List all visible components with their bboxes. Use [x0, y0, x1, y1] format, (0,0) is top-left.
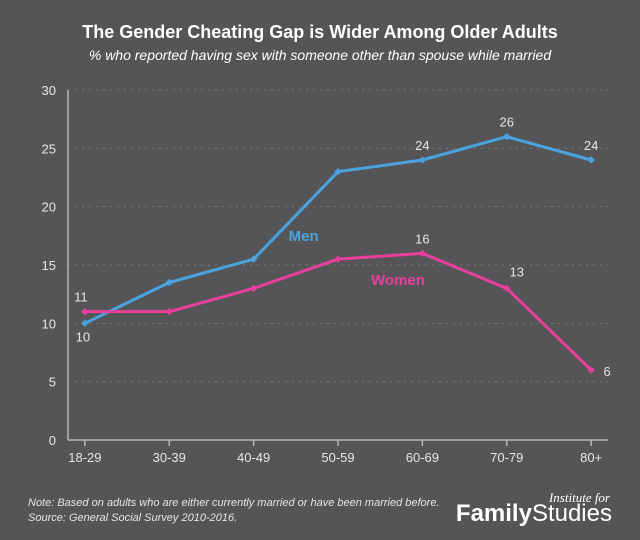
data-label: 26: [500, 115, 514, 130]
y-tick-label: 30: [42, 83, 56, 98]
y-tick-label: 10: [42, 316, 56, 331]
data-label: 24: [584, 138, 598, 153]
chart-plot: 0 5 10 15 20 25 30 18-29 30-39 40-49 50-59 60-69 70-…: [0, 0, 640, 540]
y-tick-label: 20: [42, 200, 56, 215]
note-line: Note: Based on adults who are either cur…: [28, 496, 440, 511]
source-notes: Note: Based on adults who are either cur…: [28, 496, 440, 526]
series-marker-women: [82, 309, 88, 315]
logo-light: Studies: [532, 500, 612, 527]
x-tick-label: 30-39: [153, 450, 186, 465]
x-tick-label: 70-79: [490, 450, 523, 465]
y-tick-label: 25: [42, 141, 56, 156]
data-label: 11: [74, 290, 88, 305]
note-line: Source: General Social Survey 2010-2016.: [28, 511, 440, 526]
y-tick-label: 15: [42, 258, 56, 273]
y-tick-label: 0: [49, 433, 56, 448]
series-label-men: Men: [289, 228, 319, 245]
data-label: 16: [415, 231, 429, 246]
data-label: 13: [510, 264, 524, 279]
x-tick-label: 18-29: [68, 450, 101, 465]
data-label: 10: [76, 329, 90, 344]
x-tick-label: 40-49: [237, 450, 270, 465]
chart-container: 0 5 10 15 20 25 30 18-29 30-39 40-49 50-59 60-69 70-…: [0, 0, 640, 540]
logo: Institute forFamilyStudies: [456, 491, 612, 526]
logo-bold: Family: [456, 500, 532, 527]
x-tick-label: 80+: [580, 450, 602, 465]
chart-footer: Note: Based on adults who are either cur…: [28, 491, 612, 526]
logo-bottom: FamilyStudies: [456, 502, 612, 526]
x-tick-label: 50-59: [321, 450, 354, 465]
x-tick-label: 60-69: [406, 450, 439, 465]
data-label: 24: [415, 138, 429, 153]
data-label: 6: [604, 364, 611, 379]
series-label-women: Women: [371, 272, 425, 289]
y-tick-label: 5: [49, 375, 56, 390]
